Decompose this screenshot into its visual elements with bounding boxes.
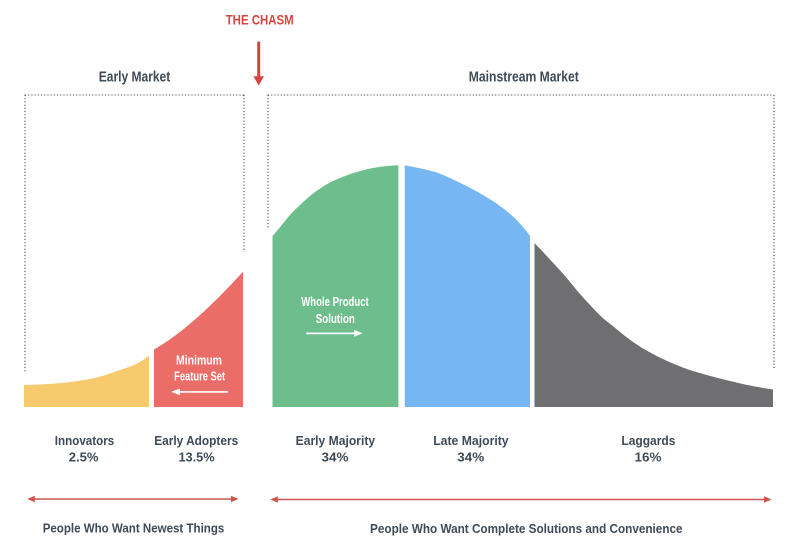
svg-text:Whole Product: Whole Product	[301, 295, 369, 309]
svg-text:Early Market: Early Market	[99, 70, 171, 86]
svg-text:16%: 16%	[635, 450, 662, 465]
svg-text:2.5%: 2.5%	[69, 450, 99, 465]
svg-text:Solution: Solution	[316, 312, 355, 326]
svg-text:Minimum: Minimum	[176, 354, 222, 368]
svg-text:People Who Want Newest Things: People Who Want Newest Things	[43, 521, 225, 536]
svg-text:THE CHASM: THE CHASM	[226, 13, 294, 28]
svg-text:Late Majority: Late Majority	[433, 433, 509, 448]
svg-text:13.5%: 13.5%	[178, 450, 214, 465]
svg-text:Early Adopters: Early Adopters	[154, 433, 238, 448]
svg-text:34%: 34%	[322, 450, 349, 465]
svg-text:34%: 34%	[457, 450, 484, 465]
svg-text:Laggards: Laggards	[621, 433, 675, 448]
svg-text:People Who Want Complete Solut: People Who Want Complete Solutions and C…	[370, 521, 683, 536]
svg-text:Innovators: Innovators	[55, 433, 114, 448]
svg-text:Feature Set: Feature Set	[174, 370, 226, 384]
svg-text:Early Majority: Early Majority	[296, 433, 376, 448]
svg-text:Mainstream Market: Mainstream Market	[469, 70, 579, 86]
